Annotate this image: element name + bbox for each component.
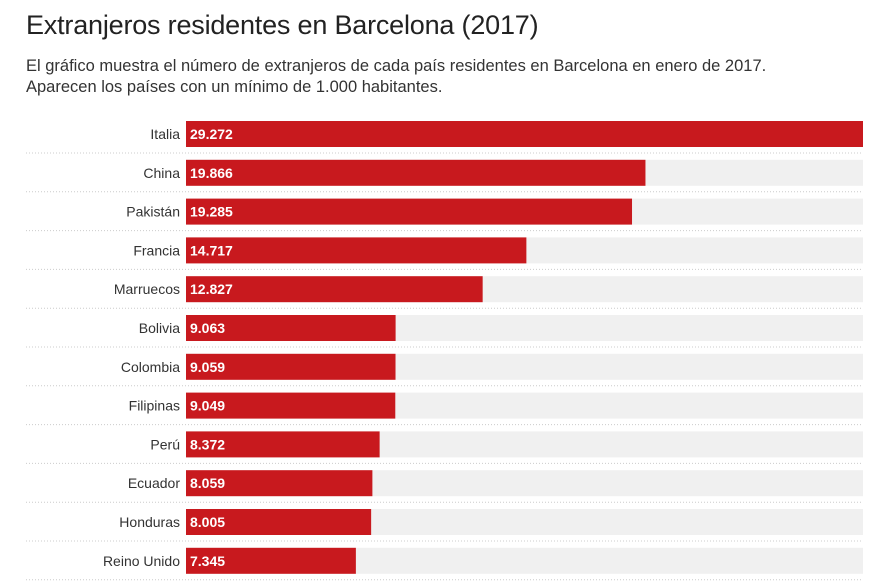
category-label: Honduras: [119, 514, 180, 530]
value-label: 9.063: [190, 320, 225, 336]
bar-8: [186, 431, 380, 458]
category-label: Reino Unido: [103, 553, 180, 569]
value-label: 8.005: [190, 514, 225, 530]
category-label: Filipinas: [129, 398, 180, 414]
chart-title: Extranjeros residentes en Barcelona (201…: [26, 10, 539, 40]
category-label: Ecuador: [128, 475, 180, 491]
bar-10: [186, 509, 372, 535]
category-label: Francia: [133, 242, 180, 258]
bar-4: [186, 276, 483, 303]
value-label: 14.717: [190, 242, 233, 258]
bar-2: [186, 198, 633, 225]
category-label: Italia: [150, 126, 180, 142]
bar-1: [186, 159, 646, 186]
value-label: 9.049: [190, 398, 225, 414]
bar-6: [186, 353, 396, 380]
bar-3: [186, 237, 527, 264]
bar-5: [186, 315, 396, 341]
subtitle-line-2: Aparecen los países con un mínimo de 1.0…: [26, 78, 443, 96]
chart-subtitle: El gráfico muestra el número de extranje…: [26, 56, 866, 98]
category-label: China: [143, 165, 180, 181]
value-label: 8.372: [190, 436, 225, 452]
bar-9: [186, 470, 373, 497]
value-label: 7.345: [190, 553, 225, 569]
bar-0: [186, 121, 863, 147]
category-label: Marruecos: [114, 281, 180, 297]
category-label: Bolivia: [139, 320, 180, 336]
category-label: Pakistán: [126, 204, 180, 220]
value-label: 19.285: [190, 204, 233, 220]
category-label: Colombia: [121, 359, 180, 375]
value-label: 29.272: [190, 126, 233, 142]
value-label: 9.059: [190, 359, 225, 375]
value-label: 12.827: [190, 281, 233, 297]
bar-11: [186, 547, 356, 574]
subtitle-line-1: El gráfico muestra el número de extranje…: [26, 57, 767, 75]
value-label: 8.059: [190, 475, 225, 491]
value-label: 19.866: [190, 165, 233, 181]
category-label: Perú: [150, 436, 180, 452]
bar-7: [186, 392, 396, 419]
